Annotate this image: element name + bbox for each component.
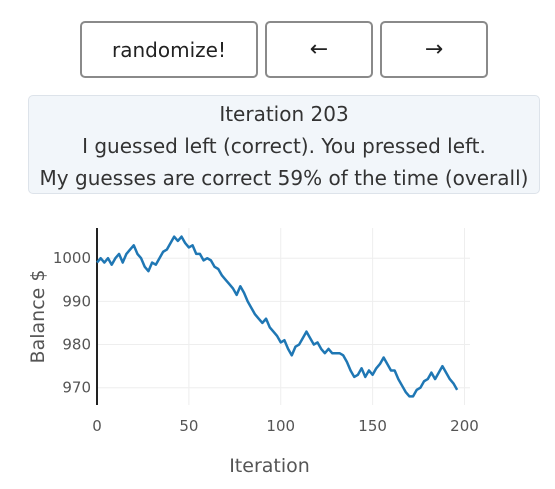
x-tick-label: 150: [358, 417, 387, 435]
y-tick-label: 980: [62, 336, 91, 354]
y-tick-label: 1000: [53, 249, 91, 267]
info-panel: Iteration 203 I guessed left (correct). …: [28, 95, 540, 194]
guess-text: I guessed left (correct). You pressed le…: [82, 134, 486, 158]
balance-line: [96, 235, 459, 398]
x-tick-label: 0: [92, 417, 102, 435]
x-tick-label: 100: [266, 417, 295, 435]
y-tick-label: 970: [62, 379, 91, 397]
grid: [97, 228, 470, 405]
x-tick-label: 200: [450, 417, 479, 435]
x-axis-title: Iteration: [229, 455, 310, 477]
accuracy-text: My guesses are correct 59% of the time (…: [39, 166, 529, 190]
controls-row: randomize! ← →: [80, 21, 488, 78]
iteration-text: Iteration 203: [219, 102, 349, 126]
x-tick-label: 50: [179, 417, 198, 435]
right-arrow-button[interactable]: →: [380, 21, 488, 78]
balance-chart: 0 50 100 150 200 970 980 990 1000 Iteration Bala…: [27, 228, 479, 477]
series-layer: [96, 235, 459, 398]
y-axis-title: Balance $: [27, 270, 49, 364]
y-tick-label: 990: [62, 292, 91, 310]
tick-labels: 0 50 100 150 200 970 980 990 1000: [53, 249, 479, 435]
randomize-button[interactable]: randomize!: [80, 21, 258, 78]
left-arrow-button[interactable]: ←: [265, 21, 373, 78]
